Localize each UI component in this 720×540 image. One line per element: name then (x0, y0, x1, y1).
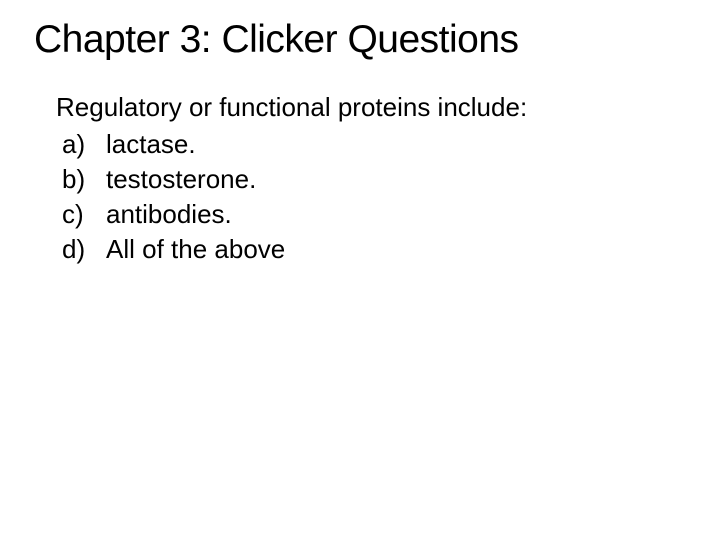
option-letter: d) (62, 232, 106, 267)
option-row: a) lactase. (62, 127, 686, 162)
option-row: c) antibodies. (62, 197, 686, 232)
option-text: testosterone. (106, 162, 686, 197)
option-row: b) testosterone. (62, 162, 686, 197)
option-letter: c) (62, 197, 106, 232)
options-list: a) lactase. b) testosterone. c) antibodi… (56, 127, 686, 267)
option-letter: a) (62, 127, 106, 162)
question-text: Regulatory or functional proteins includ… (56, 90, 686, 125)
option-text: All of the above (106, 232, 686, 267)
slide-title: Chapter 3: Clicker Questions (34, 18, 686, 62)
option-row: d) All of the above (62, 232, 686, 267)
option-text: antibodies. (106, 197, 686, 232)
question-block: Regulatory or functional proteins includ… (34, 90, 686, 267)
option-text: lactase. (106, 127, 686, 162)
option-letter: b) (62, 162, 106, 197)
